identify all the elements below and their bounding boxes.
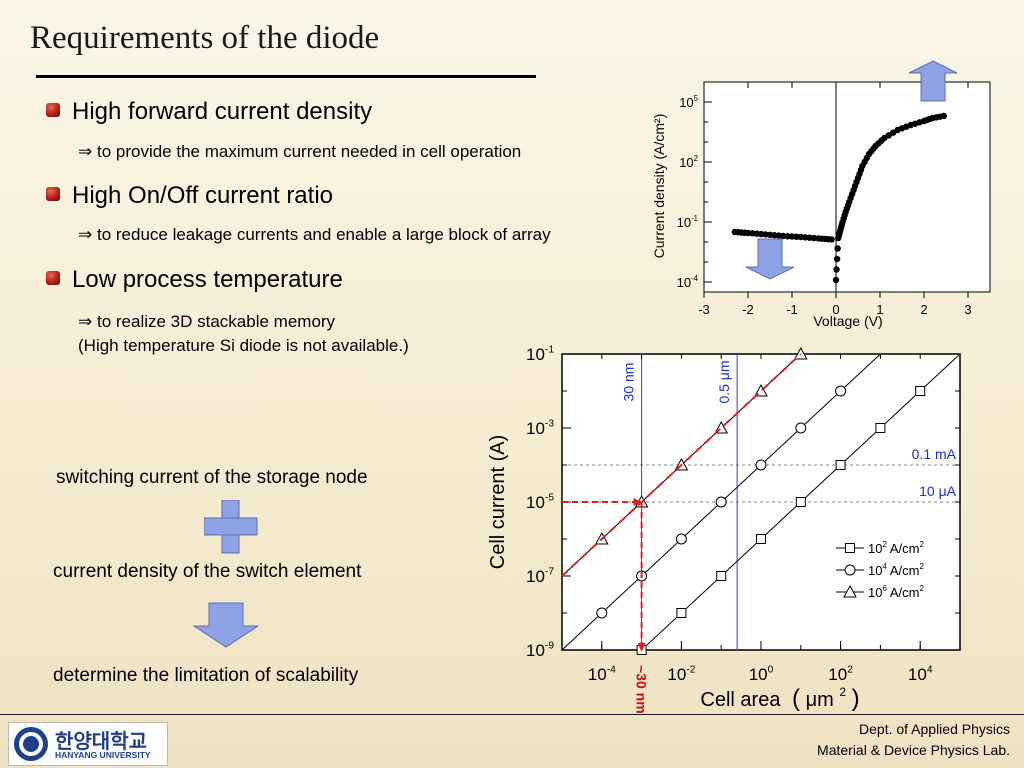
iv-xtick-label: -2 — [742, 302, 754, 317]
footer-divider — [0, 714, 1024, 715]
cc-ytick-label: 10-3 — [526, 418, 554, 438]
cc-xtick-label: 104 — [908, 664, 933, 684]
cc-marker-circle — [755, 459, 767, 471]
down-arrow-icon — [192, 602, 260, 648]
cc-marker-circle — [835, 385, 847, 397]
iv-ytick-label: 10-4 — [677, 274, 699, 290]
cc-legend-label: 106 A/cm2 — [868, 584, 924, 600]
cc-xlabel: Cell area ( μm 2 ) — [700, 679, 859, 712]
university-logo: 한양대학교 HANYANG UNIVERSITY — [8, 722, 168, 766]
cc-marker-triangle — [793, 346, 808, 360]
iv-xtick-label: -3 — [698, 302, 710, 317]
bullet-detail-note: (High temperature Si diode is not availa… — [78, 336, 409, 355]
logo-english-text: HANYANG UNIVERSITY — [55, 750, 151, 760]
cc-marker-circle — [596, 607, 608, 619]
bullet-detail: ⇒ to provide the maximum current needed … — [78, 142, 522, 161]
footer-dept: Dept. of Applied Physics — [859, 721, 1010, 737]
iv-data-point — [834, 245, 841, 252]
cc-marker-circle — [795, 422, 807, 434]
iv-ytick-label: 105 — [679, 94, 698, 110]
cc-ylabel: Cell current (A) — [487, 435, 509, 569]
bullet-detail: ⇒ to reduce leakage currents and enable … — [78, 225, 551, 244]
iv-data-point — [940, 112, 947, 120]
iv-data-point — [828, 236, 835, 243]
cc-vertical-label: 0.5 μm — [716, 360, 732, 403]
iv-xtick-label: -1 — [786, 302, 798, 317]
iv-ylabel: Current density (A/cm²) — [651, 114, 667, 259]
cc-xtick-label: 10-2 — [667, 664, 695, 684]
cc-marker-square — [835, 460, 846, 470]
iv-chart: -3 -2 -1 0 1 2 3 105 102 10-1 10-4 Voltage (V) Cur… — [651, 81, 991, 329]
cc-marker-circle — [675, 533, 687, 545]
iv-xtick-label: 1 — [876, 302, 883, 317]
flow-step-switching-current: switching current of the storage node — [56, 467, 368, 488]
down-arrow-icon — [745, 238, 795, 280]
cc-xtick-label: 10-4 — [588, 664, 616, 684]
cc-red-arrowhead — [633, 498, 642, 506]
bullet-detail: ⇒ to realize 3D stackable memory — [78, 312, 336, 331]
flow-step-scalability: determine the limitation of scalability — [53, 665, 359, 686]
cell-current-chart: 0.1 mA 10 μA 30 nm 0.5 μm 10-4 10-2 100 102 104… — [487, 344, 961, 714]
iv-xlabel: Voltage (V) — [813, 313, 882, 329]
iv-xtick-label: 3 — [964, 302, 971, 317]
cc-annotation-30nm: ~30 nm — [634, 665, 650, 714]
cc-legend-marker-square — [845, 543, 855, 553]
cc-reference-label: 0.1 mA — [912, 446, 957, 462]
iv-xtick-label: 2 — [920, 302, 927, 317]
plus-icon — [203, 499, 258, 554]
slide-title: Requirements of the diode — [30, 20, 380, 56]
title-underline — [36, 75, 536, 78]
cc-reference-label: 10 μA — [919, 483, 957, 499]
bullet-heading: Low process temperature — [72, 266, 343, 293]
cc-marker-square — [716, 571, 727, 581]
up-arrow-icon — [908, 60, 958, 102]
bullet-icon — [46, 271, 60, 285]
flow-step-current-density: current density of the switch element — [53, 561, 362, 582]
cc-vertical-label: 30 nm — [621, 363, 637, 402]
iv-xtick-label: 0 — [832, 302, 839, 317]
bullet-heading: High forward current density — [72, 98, 373, 125]
cc-xtick-label: 102 — [828, 664, 853, 684]
cc-red-dashed-trend — [561, 353, 802, 577]
iv-data-point — [833, 255, 841, 263]
cc-ytick-label: 10-5 — [526, 492, 554, 512]
bullet-icon — [46, 187, 60, 201]
cc-ytick-label: 10-1 — [526, 344, 554, 364]
cc-legend-marker-circle — [844, 564, 856, 576]
cc-ytick-label: 10-9 — [526, 640, 554, 660]
cc-legend-label: 104 A/cm2 — [868, 562, 924, 578]
bullet-heading: High On/Off current ratio — [72, 182, 333, 209]
cc-legend-marker-triangle — [843, 584, 857, 598]
cc-xtick-label: 100 — [749, 664, 774, 684]
logo-korean-text: 한양대학교 — [55, 731, 147, 753]
cc-marker-square — [676, 608, 687, 618]
iv-ytick-label: 102 — [679, 154, 698, 170]
iv-ytick-label: 10-1 — [677, 214, 698, 230]
iv-data-point — [833, 266, 840, 273]
cc-legend-label: 102 A/cm2 — [868, 540, 924, 556]
bullet-icon — [46, 103, 60, 117]
cc-marker-square — [795, 497, 806, 507]
cc-marker-square — [756, 534, 766, 544]
cc-marker-square — [875, 423, 886, 433]
cc-ytick-label: 10-7 — [526, 566, 554, 586]
footer-lab: Material & Device Physics Lab. — [817, 742, 1010, 758]
cc-red-arrowhead — [637, 643, 646, 652]
cc-marker-circle — [715, 496, 727, 508]
cc-marker-square — [915, 386, 926, 396]
